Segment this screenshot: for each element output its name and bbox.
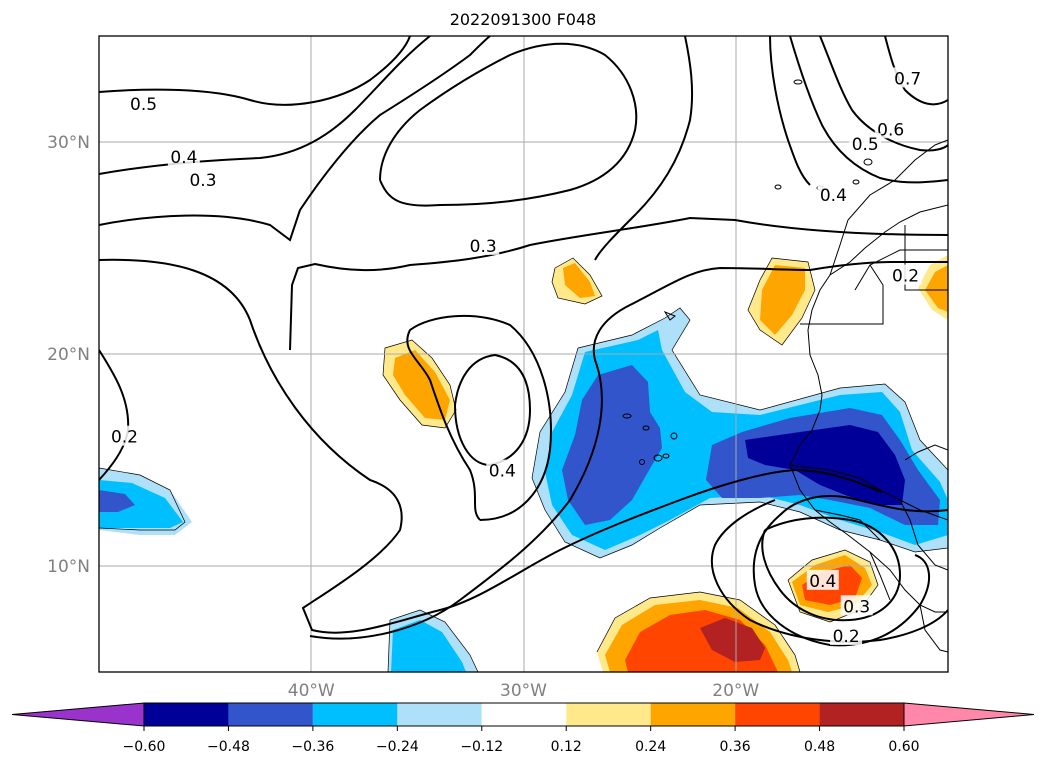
colorbar-tick-label: 0.60 (888, 739, 919, 755)
contour-label: 0.2 (892, 267, 919, 287)
colorbar-tick-label: −0.48 (207, 739, 250, 755)
shade-outline (99, 257, 948, 672)
contour-label-bg (874, 118, 907, 139)
contour-label-bg (467, 234, 500, 255)
gridlines (99, 36, 948, 672)
colorbar-tick-label: 0.12 (551, 739, 582, 755)
contour-label: 0.5 (852, 135, 879, 155)
lon-tick-label: 40°W (288, 681, 335, 701)
colorbar-swatch (144, 703, 229, 726)
colorbar-tick-label: −0.12 (460, 739, 503, 755)
shade-pos-048-f (700, 618, 765, 662)
contour-label-bg (167, 145, 200, 166)
lon-tick-label: 20°W (712, 681, 759, 701)
colorbar-tick-label: 0.48 (804, 739, 835, 755)
contour-label-bg (817, 184, 850, 204)
contour-0.4-loop (406, 315, 552, 521)
colorbar-swatch (481, 703, 567, 726)
contour-0.2-africa-low (710, 499, 948, 643)
colorbar-extend-low (11, 702, 145, 727)
plot-frame (98, 35, 949, 673)
contour-label: 0.3 (470, 237, 497, 257)
axis-labels: 10°N 20°N 30°N 40°W 30°W 20°W (47, 133, 759, 701)
contour-0.3-east (289, 216, 948, 351)
contour-label-bg (486, 459, 519, 480)
shade-neg-west-024 (99, 480, 183, 528)
contour-0.3-africa-low (752, 494, 948, 647)
contour-label: 0.4 (809, 572, 836, 592)
colorbar-tick-label: −0.60 (123, 739, 166, 755)
contour-label: 0.4 (170, 148, 197, 168)
contour-0.2-main (309, 261, 948, 640)
shade-pos-024-d (925, 265, 948, 312)
lat-tick-label: 30°N (47, 133, 90, 153)
colorbar-tick-label: −0.36 (291, 739, 334, 755)
contour-label-bg (891, 67, 924, 88)
contour-label-bg (127, 92, 160, 113)
contour-label: 0.4 (820, 186, 847, 206)
contour-label-bg (187, 169, 220, 190)
contour-label-bg (889, 264, 922, 285)
contour-0.3-mid (99, 258, 883, 634)
colorbar-swatch (397, 703, 482, 726)
lon-tick-label: 30°W (500, 681, 547, 701)
contour-0.4-africa-low (761, 516, 902, 622)
contour-0.3-top-right (594, 36, 694, 261)
colorbar-tick-label: 0.24 (635, 739, 666, 755)
colorbar-swatch (819, 703, 904, 726)
colorbar-swatch (566, 703, 651, 726)
plot-area: 0.50.40.30.30.40.20.70.60.50.40.20.40.30… (99, 36, 948, 672)
contour-label-bg (849, 133, 882, 154)
colorbar-swatch (312, 703, 398, 726)
contour-0.5-east (789, 36, 948, 184)
colorbar: −0.60 −0.48 −0.36 −0.24 −0.12 0.12 0.24 0.36 0.4… (11, 702, 1035, 755)
colorbar-tick-label: 0.36 (720, 739, 751, 755)
contour-label-bg (830, 624, 863, 645)
shade-neg-south-024 (391, 620, 466, 672)
contour-label: 0.2 (833, 627, 860, 647)
contour-label: 0.6 (877, 120, 904, 140)
contour-label-bg (840, 595, 873, 616)
contour-label-bg (806, 569, 839, 590)
contour-label-group: 0.50.40.30.30.40.20.70.60.50.40.20.40.30… (108, 67, 924, 647)
contour-0.5 (99, 36, 411, 106)
contour-label: 0.7 (894, 69, 921, 89)
contour-label: 0.4 (489, 462, 516, 482)
contour-0.3-left (99, 36, 491, 242)
colorbar-swatch (228, 703, 313, 726)
contour-lines (99, 36, 948, 647)
contour-label: 0.3 (189, 171, 216, 191)
colorbar-frame (143, 702, 905, 727)
colorbar-swatch (735, 703, 820, 726)
colorbar-extend-high (903, 702, 1035, 727)
shade-neg-036 (562, 365, 662, 525)
shade-neg-west-036 (99, 490, 135, 512)
lat-tick-label: 20°N (47, 345, 90, 365)
coastline (789, 139, 948, 653)
chart-title: 2022091300 F048 (450, 10, 597, 29)
contour-0.4-east (769, 36, 811, 186)
contour-label: 0.3 (843, 597, 870, 617)
colorbar-swatch (650, 703, 736, 726)
shade-pos-024-a (393, 350, 450, 420)
contour-label: 0.2 (111, 428, 138, 448)
contour-0.3-upper (379, 42, 638, 207)
lat-tick-label: 10°N (47, 557, 90, 577)
shade-pos-024-b (563, 263, 595, 298)
colorbar-tick-label: −0.24 (376, 739, 419, 755)
contour-label: 0.5 (130, 95, 157, 115)
islands (622, 79, 873, 465)
contour-0.7 (884, 36, 948, 106)
contour-0.4-inner (453, 353, 532, 466)
shade-pos-024-c (760, 265, 805, 335)
contour-label-bg (108, 425, 141, 446)
